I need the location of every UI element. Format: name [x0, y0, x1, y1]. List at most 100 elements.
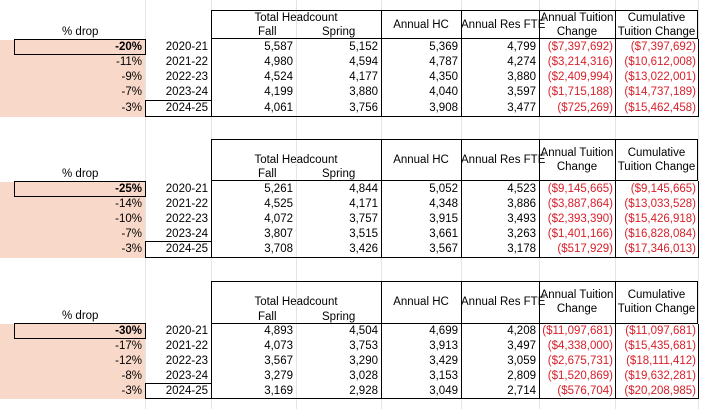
header-box [211, 10, 698, 39]
res-fte-value: 2,714 [507, 385, 536, 397]
fall-value: 4,525 [264, 198, 293, 210]
pct-drop-value[interactable]: -20% [115, 41, 142, 53]
cumulative-value: ($13,022,001) [624, 71, 696, 83]
spring-value: 3,756 [349, 102, 378, 114]
year-box [145, 241, 212, 258]
annual-change-value: ($1,401,166) [547, 228, 613, 240]
res-fte-value: 4,208 [507, 325, 536, 337]
pct-highlight [0, 324, 145, 399]
fall-value: 3,169 [264, 385, 293, 397]
pct-drop-value[interactable]: -30% [115, 325, 142, 337]
year: 2020-21 [165, 183, 208, 195]
spring-header: Spring [322, 26, 356, 38]
pct-drop-value: -7% [121, 86, 142, 98]
cumulative-value: ($15,426,918) [624, 213, 696, 225]
cumulative-value: ($9,145,665) [630, 183, 696, 195]
year: 2022-23 [165, 355, 208, 367]
fall-value: 4,061 [264, 102, 293, 114]
pct-highlight [0, 40, 145, 117]
year: 2022-23 [165, 71, 208, 83]
spring-value: 3,515 [349, 228, 378, 240]
res-fte-value: 2,809 [507, 370, 536, 382]
annual-change-value: ($2,409,994) [547, 71, 613, 83]
res-fte-value: 4,799 [507, 41, 536, 53]
pct-drop-label: % drop [62, 310, 99, 322]
annual-hc-value: 5,369 [429, 41, 458, 53]
fall-value: 4,073 [264, 340, 293, 352]
pct-drop-value[interactable]: -25% [115, 183, 142, 195]
pct-drop-value: -14% [115, 198, 142, 210]
annual-hc-value: 3,567 [429, 243, 458, 255]
pct-drop-value: -3% [121, 102, 142, 114]
annual-hc-value: 3,429 [429, 355, 458, 367]
spring-header: Spring [322, 168, 356, 180]
annual-change-value: ($3,887,864) [547, 198, 613, 210]
annual-hc-header: Annual HC [393, 19, 449, 31]
pct-drop-value: -8% [121, 370, 142, 382]
pct-input-box [14, 39, 146, 55]
year: 2022-23 [165, 213, 208, 225]
pct-input-box [14, 181, 146, 197]
cumulative-value: ($16,828,084) [624, 228, 696, 240]
fall-value: 3,279 [264, 370, 293, 382]
cumulative-tuition-header: Cumulative [627, 12, 686, 24]
spring-value: 2,928 [349, 385, 378, 397]
annual-change-value: ($3,214,316) [547, 56, 613, 68]
annual-change-value: ($4,338,000) [547, 340, 613, 352]
pct-drop-value: -3% [121, 385, 142, 397]
pct-drop-value: -9% [121, 71, 142, 83]
annual-hc-value: 4,348 [429, 198, 458, 210]
spring-value: 3,880 [349, 86, 378, 98]
annual-change-value: ($1,520,869) [547, 370, 613, 382]
cumulative-value: ($10,612,008) [624, 56, 696, 68]
pct-input-box [14, 323, 146, 339]
annual-change-value: ($1,715,188) [547, 86, 613, 98]
res-fte-value: 3,178 [507, 243, 536, 255]
spring-value: 4,171 [349, 198, 378, 210]
res-fte-value: 3,880 [507, 71, 536, 83]
year: 2021-22 [165, 56, 208, 68]
cumulative-value: ($7,397,692) [630, 41, 696, 53]
year: 2024-25 [165, 385, 208, 397]
cumulative-tuition-header: Cumulative [627, 147, 686, 159]
year: 2023-24 [165, 370, 208, 382]
spring-value: 4,844 [349, 183, 378, 195]
spring-value: 3,290 [349, 355, 378, 367]
year: 2020-21 [165, 41, 208, 53]
gridline [145, 0, 146, 409]
header-box [211, 281, 698, 324]
annual-res-fte-header: Annual Res FTE [461, 19, 546, 31]
header-box [211, 139, 698, 181]
res-fte-value: 3,493 [507, 213, 536, 225]
annual-tuition-header-2: Change [556, 26, 598, 38]
res-fte-value: 3,477 [507, 102, 536, 114]
res-fte-value: 3,886 [507, 198, 536, 210]
annual-change-value: ($517,929) [557, 243, 613, 255]
annual-tuition-header-2: Change [556, 303, 598, 315]
annual-hc-header: Annual HC [393, 296, 449, 308]
cumulative-value: ($11,097,681) [625, 325, 696, 337]
annual-tuition-header-2: Change [556, 161, 598, 173]
year: 2023-24 [165, 86, 208, 98]
total-headcount-header: Total Headcount [254, 154, 338, 166]
pct-highlight [0, 182, 145, 258]
annual-tuition-header: Annual Tuition [540, 289, 614, 301]
year: 2020-21 [165, 325, 208, 337]
spring-header: Spring [322, 311, 356, 323]
annual-res-fte-header: Annual Res FTE [461, 296, 546, 308]
fall-value: 3,708 [264, 243, 293, 255]
fall-value: 3,567 [264, 355, 293, 367]
year: 2021-22 [165, 340, 208, 352]
annual-hc-header: Annual HC [393, 154, 449, 166]
fall-header: Fall [258, 26, 277, 38]
year: 2023-24 [165, 228, 208, 240]
pct-drop-label: % drop [62, 26, 99, 38]
spring-value: 4,504 [349, 325, 378, 337]
pct-drop-value: -12% [115, 355, 142, 367]
annual-hc-value: 3,915 [429, 213, 458, 225]
annual-change-value: ($7,397,692) [547, 41, 613, 53]
fall-value: 5,587 [264, 41, 293, 53]
res-fte-value: 3,059 [507, 355, 536, 367]
